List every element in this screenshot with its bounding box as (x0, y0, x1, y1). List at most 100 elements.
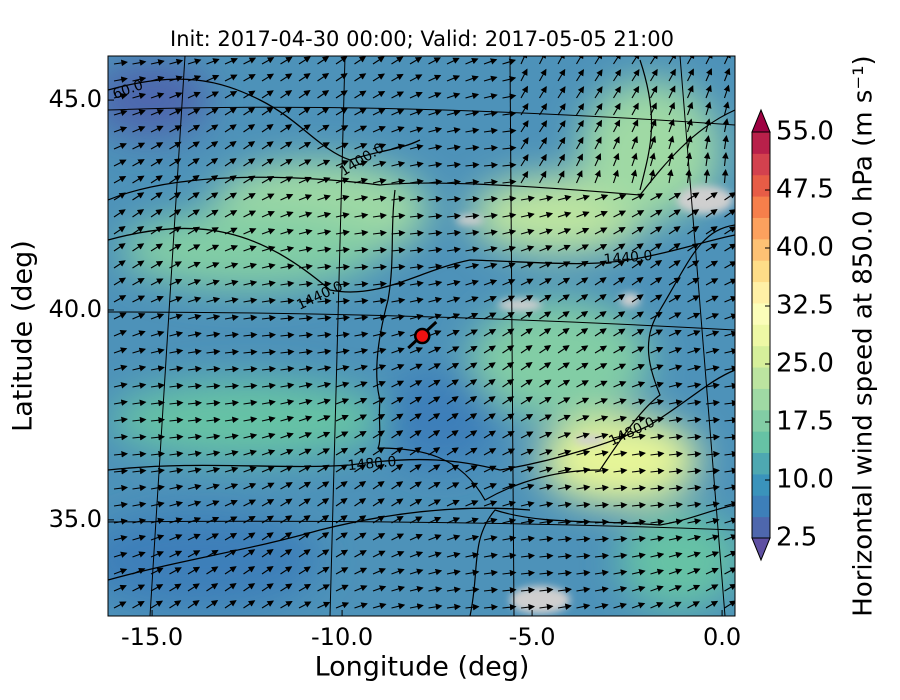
wind-arrow (335, 515, 348, 524)
wind-arrow (687, 382, 702, 389)
wind-arrow (243, 90, 256, 99)
wind-arrow (613, 119, 621, 133)
wind-arrow (483, 75, 498, 83)
wind-arrow (631, 416, 646, 423)
wind-arrow (465, 413, 478, 422)
wind-arrow (224, 331, 239, 339)
wind-arrow (687, 501, 702, 509)
wind-arrow (576, 294, 589, 303)
wind-arrow (687, 260, 700, 269)
wind-arrow (391, 195, 406, 203)
wind-arrow (446, 586, 461, 594)
wind-arrow (428, 74, 442, 82)
wind-arrow (668, 277, 681, 286)
wind-arrow (298, 124, 311, 133)
wind-arrow (261, 549, 274, 558)
wind-arrow (187, 467, 202, 474)
wind-arrow (687, 295, 700, 303)
wind-arrow (187, 533, 201, 541)
wind-arrow (280, 158, 293, 167)
wind-arrow (613, 311, 626, 320)
wind-arrow (428, 396, 441, 405)
wind-arrow (132, 551, 146, 558)
wind-arrow (631, 518, 647, 526)
wind-arrow (631, 398, 646, 405)
wind-arrow (705, 68, 713, 82)
wind-arrow (280, 583, 293, 592)
wind-arrow (298, 415, 313, 422)
wind-arrow (317, 194, 331, 201)
wind-arrow (317, 314, 332, 322)
wind-arrow (594, 328, 607, 337)
wind-arrow (298, 549, 311, 558)
colorbar-tick-label: 10.0 (776, 465, 834, 495)
wind-arrow (113, 433, 129, 441)
wind-arrow (705, 467, 720, 475)
wind-arrow (631, 69, 640, 82)
wind-arrow (206, 516, 220, 524)
wind-arrow (243, 433, 258, 440)
wind-arrow (409, 297, 424, 304)
wind-arrow (650, 85, 658, 99)
wind-arrow (502, 245, 517, 253)
wind-arrow (687, 584, 701, 592)
wind-arrow (224, 516, 238, 524)
wind-arrow (686, 135, 693, 150)
wind-arrow (224, 416, 239, 424)
wind-arrow (502, 328, 515, 337)
wind-arrow (446, 246, 461, 254)
wind-arrow (224, 466, 239, 473)
wind-arrow (206, 433, 221, 441)
wind-arrow (280, 90, 293, 99)
wind-arrow (132, 109, 146, 116)
wind-arrow (206, 483, 220, 490)
wind-arrow (520, 120, 529, 133)
wind-arrow (649, 152, 656, 167)
wind-arrow (391, 330, 406, 338)
wind-arrow (335, 297, 351, 305)
wind-arrow (243, 515, 256, 524)
wind-arrow (224, 365, 240, 373)
wind-arrow (428, 246, 443, 254)
wind-arrow (650, 585, 664, 592)
wind-arrow (261, 228, 276, 235)
wind-arrow (594, 467, 609, 474)
wind-arrow (335, 125, 349, 133)
wind-arrow (483, 178, 499, 186)
wind-arrow (150, 278, 164, 286)
wind-arrow (687, 534, 702, 542)
wind-arrow (594, 311, 607, 320)
wind-arrow (705, 260, 719, 269)
wind-arrow (687, 68, 694, 82)
wind-arrow (132, 467, 147, 475)
wind-arrow (298, 515, 311, 524)
wind-arrow (594, 86, 603, 99)
wind-arrow (446, 212, 462, 220)
wind-arrow (446, 517, 461, 524)
wind-arrow (354, 414, 368, 422)
wind-arrow (539, 501, 554, 508)
wind-arrow (298, 141, 312, 150)
wind-arrow (298, 566, 311, 575)
wind-arrow (132, 601, 145, 609)
wind-arrow (261, 499, 275, 507)
wind-arrow (132, 567, 146, 575)
wind-arrow (557, 153, 565, 167)
wind-arrow (539, 294, 552, 303)
wind-arrow (187, 483, 202, 491)
wind-arrow (631, 602, 646, 609)
wind-arrow (576, 260, 589, 269)
wind-arrow (668, 551, 683, 559)
wind-arrow (261, 73, 275, 82)
wind-arrow (557, 294, 570, 303)
wind-arrow (261, 432, 276, 440)
wind-arrow (613, 56, 622, 65)
wind-arrow (150, 260, 164, 269)
wind-arrow (372, 430, 385, 439)
wind-arrow (169, 108, 183, 116)
wind-arrow (650, 552, 665, 559)
wind-arrow (261, 365, 277, 373)
wind-arrow (613, 569, 628, 576)
wind-arrow (169, 158, 182, 167)
wind-arrow (539, 396, 552, 405)
